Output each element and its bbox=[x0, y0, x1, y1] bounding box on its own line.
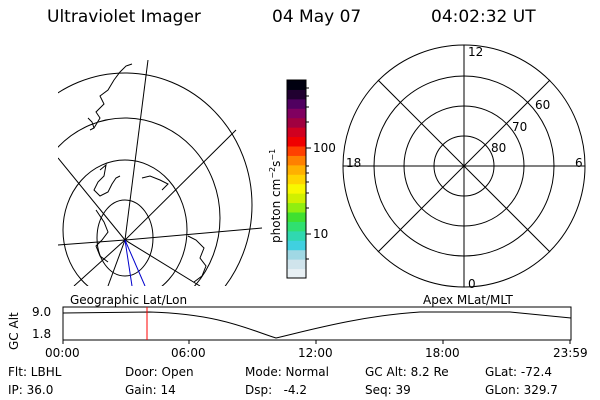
polar-ring-label-80: 80 bbox=[491, 141, 507, 155]
polar-label-0: 0 bbox=[468, 277, 476, 291]
color-bar-ticks bbox=[306, 87, 311, 260]
color-bar-tick-100: 100 bbox=[313, 141, 336, 155]
dsp-info: Dsp: -4.2 bbox=[245, 383, 308, 397]
timeline-panel bbox=[62, 306, 572, 344]
altitude-curve bbox=[62, 311, 572, 339]
color-bar-segment bbox=[287, 268, 306, 279]
color-bar-segment bbox=[287, 136, 306, 147]
polar-plot bbox=[342, 44, 586, 288]
seq-info: Seq: 39 bbox=[365, 383, 411, 397]
color-bar-segment bbox=[287, 155, 306, 166]
color-bar-segment bbox=[287, 183, 306, 194]
x-tick-0000: 00:00 bbox=[45, 346, 80, 360]
y-axis-min: 1.8 bbox=[32, 327, 52, 341]
door-info: Door: Open bbox=[125, 365, 194, 379]
color-bar-segment bbox=[287, 127, 306, 138]
apex-coord-label: Apex MLat/MLT bbox=[423, 293, 513, 307]
polar-label-6: 6 bbox=[575, 156, 583, 170]
color-bar-segment bbox=[287, 108, 306, 119]
meridian bbox=[124, 129, 237, 241]
geographic-coord-label: Geographic Lat/Lon bbox=[70, 293, 188, 307]
gc-alt-info: GC Alt: 8.2 Re bbox=[365, 365, 449, 379]
meridian bbox=[58, 239, 126, 246]
meridian bbox=[58, 157, 126, 241]
color-bar-segment bbox=[287, 259, 306, 270]
coastline bbox=[93, 63, 133, 129]
color-bar-segment bbox=[287, 80, 306, 90]
polar-label-18: 18 bbox=[346, 156, 362, 170]
color-bar-tick-10: 10 bbox=[313, 227, 329, 241]
date-label: 04 May 07 bbox=[272, 7, 362, 27]
color-bar-segment bbox=[287, 202, 306, 213]
color-bar-segment bbox=[287, 221, 306, 232]
color-bar-segment bbox=[287, 98, 306, 109]
glon-info: GLon: 329.7 bbox=[485, 383, 558, 397]
polar-label-12: 12 bbox=[468, 45, 484, 59]
y-axis-max: 9.0 bbox=[32, 305, 52, 319]
gain-info: Gain: 14 bbox=[125, 383, 176, 397]
mode-info: Mode: Normal bbox=[245, 365, 329, 379]
color-bar-frame bbox=[286, 79, 307, 279]
x-tick-0600: 06:00 bbox=[171, 346, 206, 360]
polar-ring-label-70: 70 bbox=[512, 120, 528, 134]
coastline bbox=[141, 175, 169, 191]
color-bar-segment bbox=[287, 117, 306, 128]
color-bar-segment bbox=[287, 230, 306, 241]
meridian-blue bbox=[124, 239, 133, 286]
x-tick-2359: 23:59 bbox=[553, 346, 588, 360]
geographic-map bbox=[58, 60, 263, 286]
color-bar-segment bbox=[287, 193, 306, 204]
coastline bbox=[87, 117, 95, 131]
glat-info: GLat: -72.4 bbox=[485, 365, 552, 379]
ip-info: IP: 36.0 bbox=[8, 383, 54, 397]
coastline bbox=[95, 209, 109, 263]
meridian bbox=[107, 239, 126, 286]
lat-circle bbox=[58, 72, 253, 286]
timeline-frame bbox=[62, 306, 572, 341]
meridian bbox=[73, 239, 126, 286]
color-bar-segment bbox=[287, 212, 306, 222]
meridian bbox=[124, 239, 201, 286]
color-bar-unit-label: photon cm−2s−1 bbox=[268, 148, 283, 243]
x-tick-1200: 12:00 bbox=[298, 346, 333, 360]
coastline bbox=[93, 163, 121, 197]
time-label: 04:02:32 UT bbox=[431, 7, 536, 27]
meridian-blue bbox=[124, 239, 146, 286]
x-tick-1800: 18:00 bbox=[425, 346, 460, 360]
color-bar-segment bbox=[287, 89, 306, 100]
color-bar-segment bbox=[287, 146, 306, 156]
meridian bbox=[124, 60, 149, 241]
lat-circle bbox=[62, 159, 188, 286]
gc-alt-axis-label: GC Alt bbox=[7, 312, 21, 350]
app-title: Ultraviolet Imager bbox=[47, 7, 201, 27]
color-bar-segment bbox=[287, 174, 306, 185]
polar-ring-label-60: 60 bbox=[535, 98, 551, 112]
coastline bbox=[187, 235, 207, 283]
color-bar-segment bbox=[287, 164, 306, 175]
color-bar-segment bbox=[287, 249, 306, 260]
filter-info: Flt: LBHL bbox=[8, 365, 62, 379]
lat-circle bbox=[58, 117, 221, 286]
polar-diagonal bbox=[377, 79, 551, 253]
meridian bbox=[124, 227, 263, 241]
color-scale-bar bbox=[287, 80, 306, 279]
color-bar-segment bbox=[287, 240, 306, 251]
